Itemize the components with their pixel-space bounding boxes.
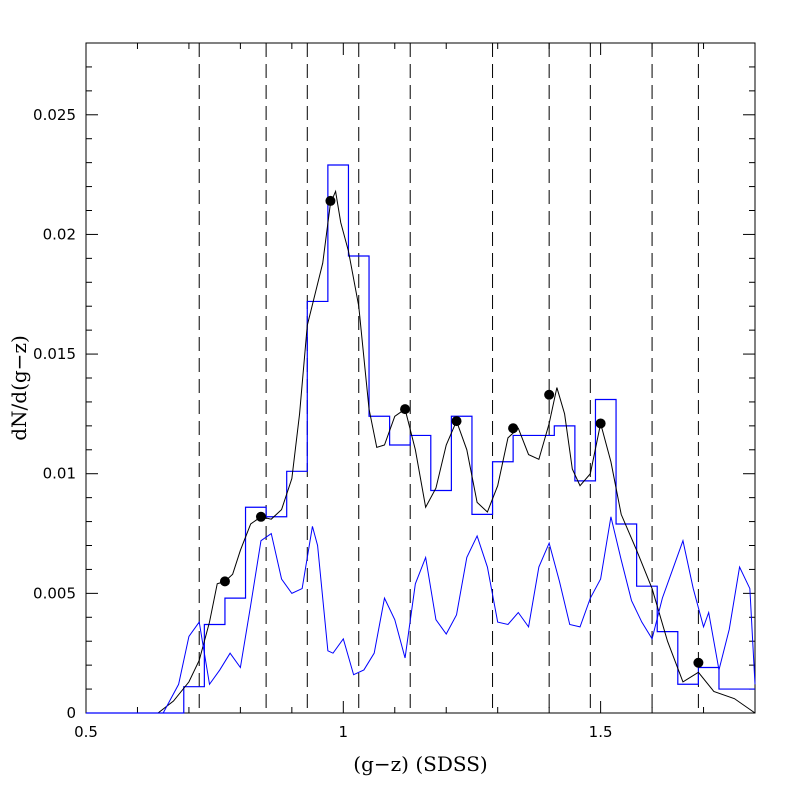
series-3-point (544, 389, 555, 400)
axis-ticks (85, 42, 756, 714)
x-tick-label: 0.5 (74, 723, 98, 741)
tick-labels: 0.5 1 1.5 0 0.005 0.01 0.015 0.02 0.025 (33, 106, 612, 741)
series-3-point (255, 511, 266, 522)
series-3-point (219, 576, 230, 587)
series-3-point (595, 418, 606, 429)
series-0-histogram (86, 164, 755, 714)
series-1-line (86, 189, 756, 714)
y-tick-label: 0.025 (33, 106, 76, 124)
y-tick-label: 0.015 (33, 345, 76, 363)
y-axis-label: dN/d(g−z) (7, 335, 31, 441)
x-tick-label: 1.5 (589, 723, 613, 741)
series-3-point (693, 657, 704, 668)
y-tick-label: 0.005 (33, 584, 76, 602)
series-3-point (325, 195, 336, 206)
x-axis-label: (g−z) (SDSS) (353, 752, 487, 776)
series-3-point (451, 416, 462, 427)
series-3-point (400, 404, 411, 415)
y-tick-label: 0.01 (43, 465, 76, 483)
series-3-point (508, 423, 519, 434)
series-layer (86, 164, 756, 714)
y-tick-label: 0.02 (43, 225, 76, 243)
x-tick-label: 1 (339, 723, 349, 741)
y-tick-label: 0 (66, 704, 76, 722)
series-2-line (86, 516, 756, 714)
vertical-reference-lines (198, 43, 699, 713)
plot-frame (85, 42, 756, 714)
